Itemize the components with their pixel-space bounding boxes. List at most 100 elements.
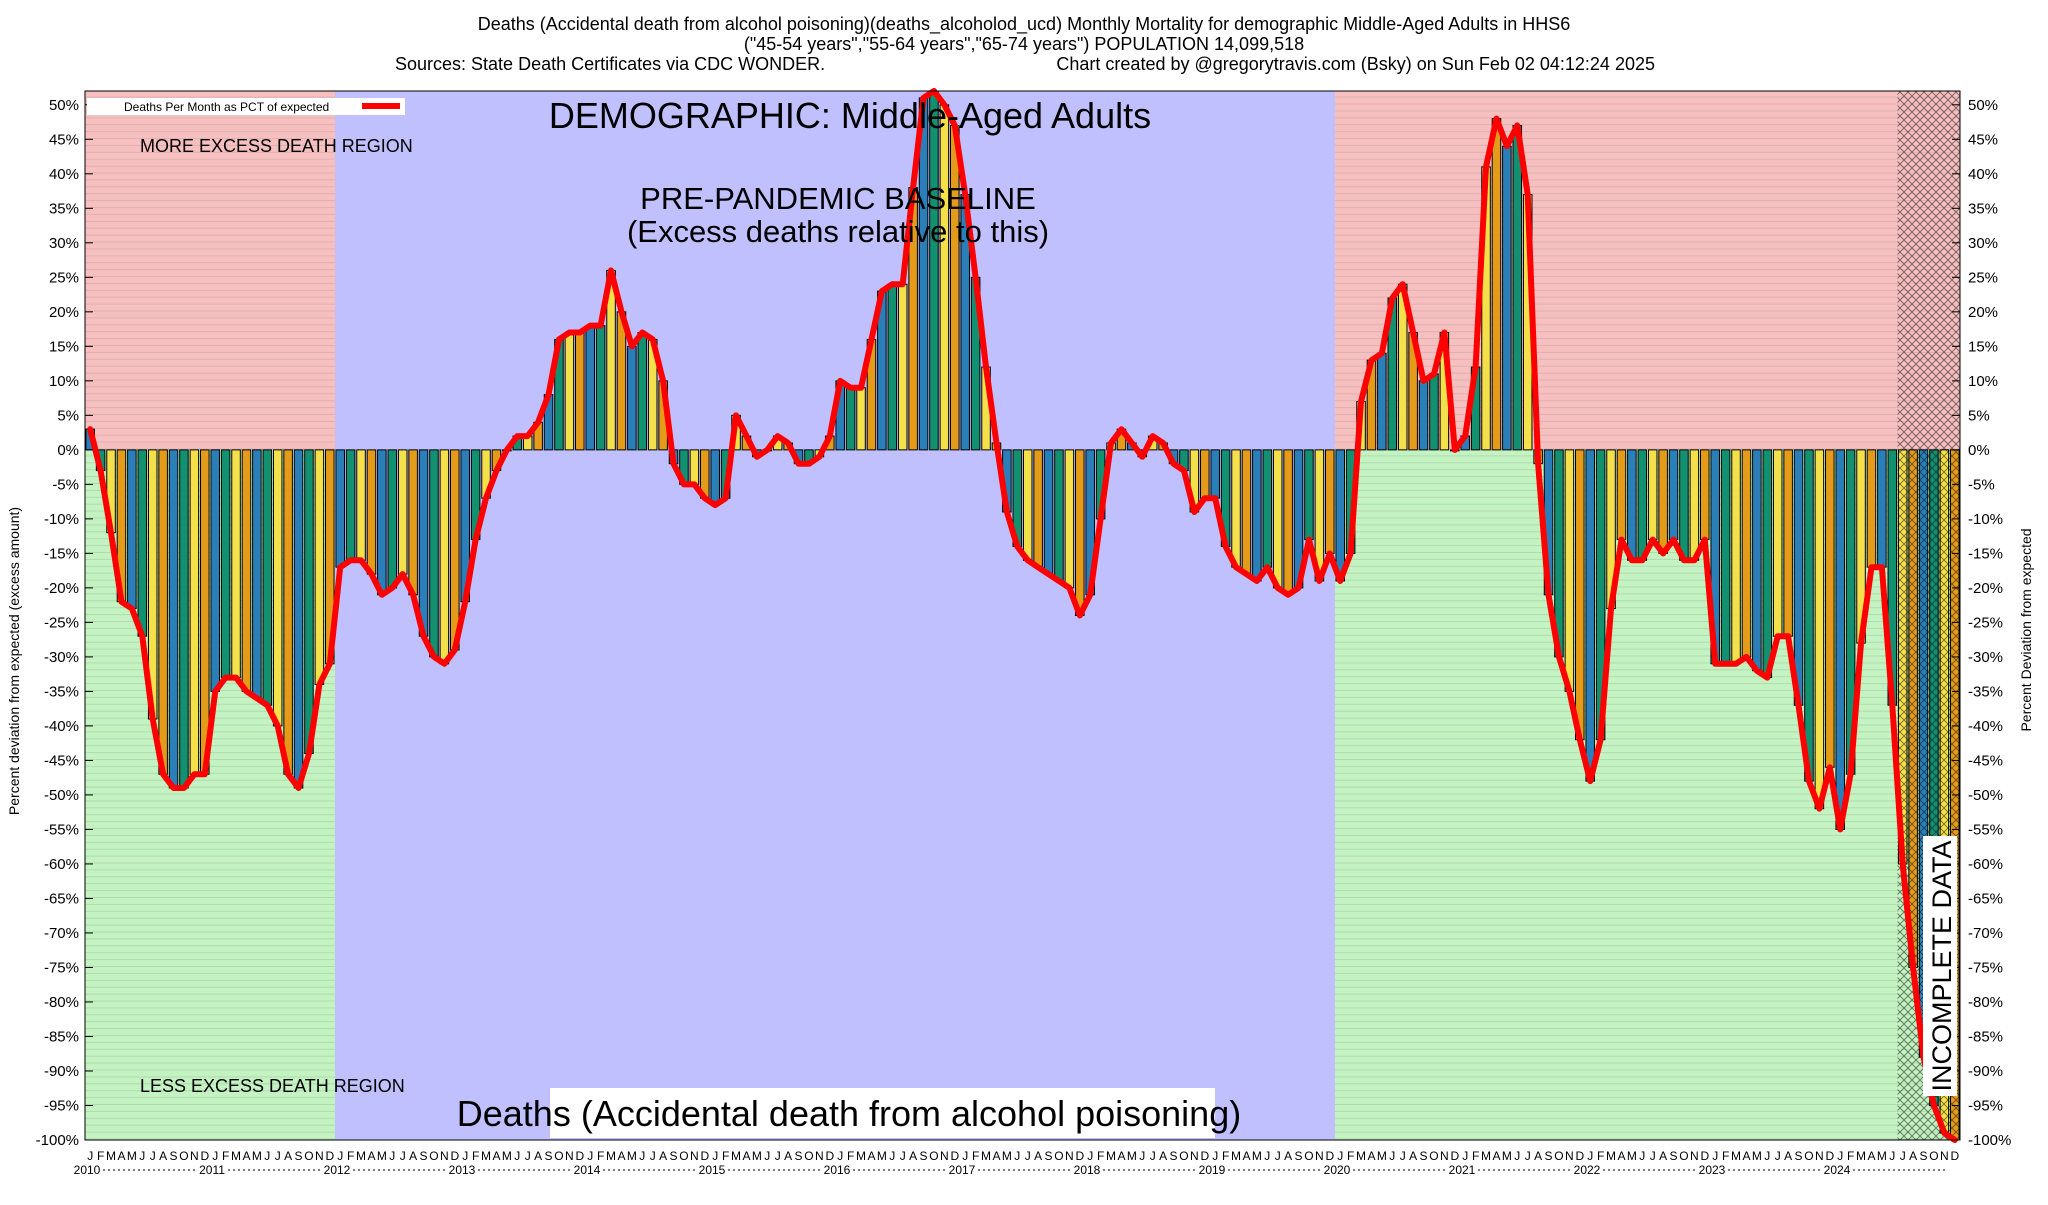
y-tick-label-right-5: 5% [1968, 407, 1990, 424]
x-tick-month-69: O [804, 1149, 813, 1163]
x-tick-month-58: N [690, 1149, 699, 1163]
y-tick-label-left-35: 35% [49, 200, 79, 217]
bar-144 [1585, 449, 1595, 782]
x-tick-month-114: J [1275, 1149, 1281, 1163]
x-tick-month-122: M [1356, 1149, 1366, 1163]
x-tick-month-129: O [1429, 1149, 1438, 1163]
x-tick-month-140: S [1545, 1149, 1553, 1163]
x-tick-month-43: A [534, 1149, 542, 1163]
x-tick-month-28: M [377, 1149, 387, 1163]
x-tick-month-133: F [1472, 1149, 1479, 1163]
x-tick-month-84: J [962, 1149, 968, 1163]
x-tick-month-130: N [1440, 1149, 1449, 1163]
x-tick-month-135: A [1492, 1149, 1500, 1163]
x-tick-month-153: O [1679, 1149, 1688, 1163]
y-tick-label-left--45: -45% [44, 752, 79, 769]
incomplete-data-label-box [1923, 836, 1957, 1096]
x-tick-month-131: D [1450, 1149, 1459, 1163]
y-tick-label-right--40: -40% [1968, 718, 2003, 735]
x-tick-year-2022: 2022 [1574, 1163, 1601, 1177]
y-tick-label-right--10: -10% [1968, 511, 2003, 528]
x-tick-month-85: F [972, 1149, 979, 1163]
y-tick-label-left-45: 45% [49, 131, 79, 148]
y-tick-label-right--55: -55% [1968, 821, 2003, 838]
x-tick-month-3: A [117, 1149, 125, 1163]
x-tick-year-2017: 2017 [949, 1163, 976, 1177]
y-axis-right-label: Percent Deviation from expected [2018, 528, 2034, 731]
bar-9 [179, 449, 189, 789]
y-tick-label-left--50: -50% [44, 787, 79, 804]
bar-4 [127, 449, 137, 610]
x-tick-month-1: F [97, 1149, 104, 1163]
bar-21 [304, 449, 314, 755]
x-tick-month-146: M [1606, 1149, 1616, 1163]
bar-152 [1668, 449, 1679, 541]
x-tick-month-40: M [502, 1149, 512, 1163]
x-tick-month-149: J [1639, 1149, 1645, 1163]
x-tick-month-81: O [929, 1149, 938, 1163]
x-tick-month-68: S [795, 1149, 803, 1163]
x-tick-month-4: M [127, 1149, 137, 1163]
bar-117 [1304, 449, 1314, 541]
y-tick-label-right--85: -85% [1968, 1028, 2003, 1045]
x-tick-month-100: M [1127, 1149, 1137, 1163]
bar-47 [575, 332, 585, 451]
y-tick-label-left--70: -70% [44, 925, 79, 942]
bar-157 [1720, 449, 1731, 665]
y-tick-label-right--20: -20% [1968, 580, 2003, 597]
trend-line [87, 88, 1958, 1143]
y-tick-label-left--10: -10% [44, 511, 79, 528]
x-tick-month-72: J [837, 1149, 843, 1163]
bar-154 [1689, 449, 1700, 561]
bar-163 [1783, 449, 1793, 637]
bar-124 [1377, 352, 1387, 451]
bar-166 [1814, 449, 1825, 810]
y-tick-label-right-25: 25% [1968, 269, 1998, 286]
bar-147 [1616, 449, 1627, 541]
x-tick-month-137: J [1514, 1149, 1520, 1163]
y-tick-label-right--15: -15% [1968, 545, 2003, 562]
x-tick-month-142: N [1565, 1149, 1574, 1163]
bar-160 [1752, 449, 1762, 672]
x-tick-month-74: M [856, 1149, 866, 1163]
x-tick-month-128: S [1420, 1149, 1428, 1163]
bar-150 [1647, 449, 1658, 541]
y-tick-label-right--35: -35% [1968, 683, 2003, 700]
bar-10 [189, 449, 200, 775]
y-tick-label-right--80: -80% [1968, 994, 2003, 1011]
bar-73 [845, 387, 856, 451]
bar-120 [1335, 449, 1345, 582]
y-tick-label-left--95: -95% [44, 1097, 79, 1114]
x-tick-month-170: M [1856, 1149, 1866, 1163]
bar-49 [595, 325, 606, 451]
y-tick-label-left--90: -90% [44, 1063, 79, 1080]
x-tick-month-5: J [139, 1149, 145, 1163]
x-tick-month-37: F [472, 1149, 479, 1163]
x-tick-month-104: S [1170, 1149, 1178, 1163]
x-tick-month-31: A [409, 1149, 417, 1163]
x-tick-month-13: F [222, 1149, 229, 1163]
x-tick-month-126: J [1400, 1149, 1406, 1163]
x-tick-month-14: M [231, 1149, 241, 1163]
bar-142 [1564, 449, 1575, 692]
x-tick-month-18: J [275, 1149, 281, 1163]
x-tick-month-144: J [1587, 1149, 1593, 1163]
x-tick-month-102: J [1150, 1149, 1156, 1163]
x-tick-month-46: N [565, 1149, 574, 1163]
baseline-region [335, 91, 1335, 1140]
bar-13 [220, 449, 231, 679]
x-tick-year-2019: 2019 [1199, 1163, 1226, 1177]
y-axis-left-label: Percent deviation from expected (excess … [6, 507, 22, 815]
x-tick-month-39: A [492, 1149, 500, 1163]
x-tick-month-132: J [1462, 1149, 1468, 1163]
x-tick-month-50: M [606, 1149, 616, 1163]
y-tick-label-right-0: 0% [1968, 442, 1990, 459]
bar-26 [356, 449, 366, 561]
x-tick-month-99: A [1117, 1149, 1125, 1163]
x-tick-month-10: N [190, 1149, 199, 1163]
y-tick-label-right--100: -100% [1968, 1132, 2011, 1149]
y-tick-label-left-20: 20% [49, 304, 79, 321]
bar-153 [1679, 449, 1689, 561]
bar-52 [627, 345, 637, 451]
x-tick-month-55: A [659, 1149, 667, 1163]
